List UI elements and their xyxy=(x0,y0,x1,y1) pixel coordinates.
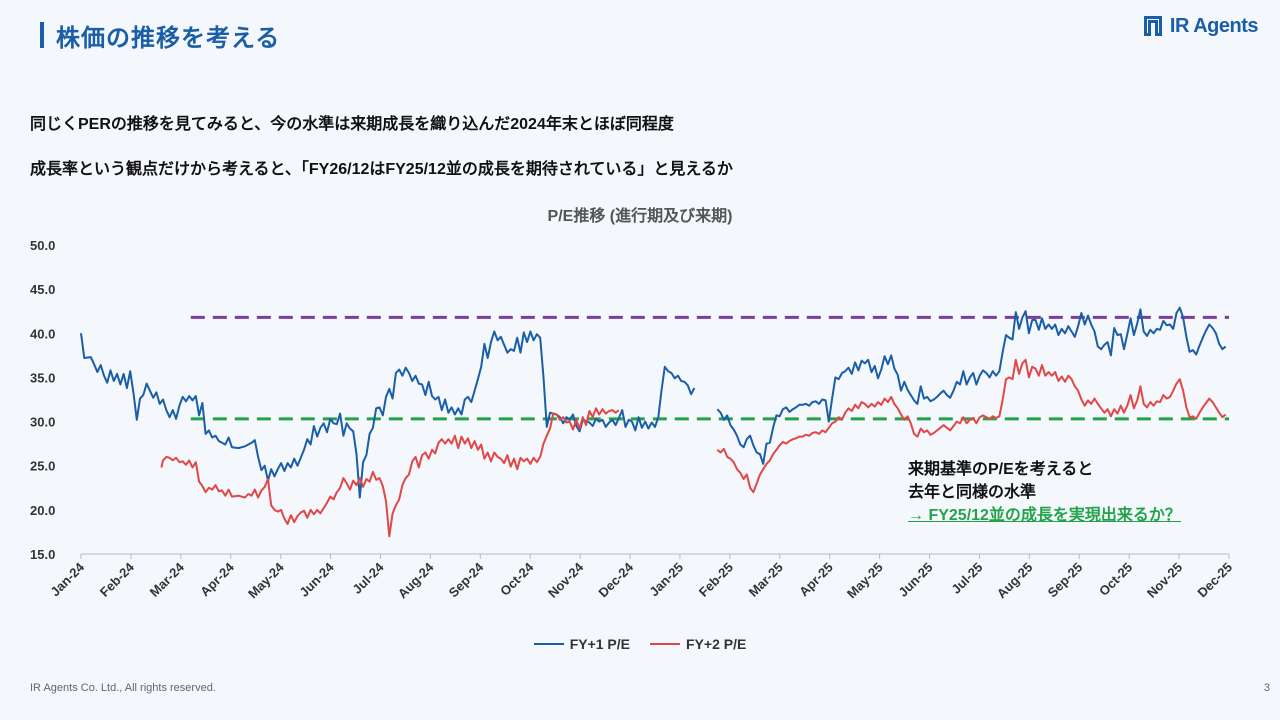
annotation-line-1: 来期基準のP/Eを考えると xyxy=(908,461,1094,478)
fy1-line-segment-2 xyxy=(716,306,1227,465)
chart-legend: FY+1 P/E FY+2 P/E xyxy=(0,636,1280,652)
y-tick-label: 35.0 xyxy=(30,370,55,385)
legend-item-fy2: FY+2 P/E xyxy=(650,636,746,652)
x-tick-label: Dec-25 xyxy=(1194,560,1235,601)
x-tick-label: Feb-25 xyxy=(696,560,736,600)
x-tick-label: Oct-24 xyxy=(497,559,537,599)
y-tick-label: 40.0 xyxy=(30,326,55,341)
fy2-line-segment-1 xyxy=(160,407,620,538)
fy2-line-segment-2 xyxy=(716,358,1227,494)
x-tick-label: Nov-24 xyxy=(545,559,587,601)
x-tick-label: Dec-24 xyxy=(595,559,636,600)
x-tick-label: Jul-25 xyxy=(948,560,985,597)
x-tick-label: Sep-25 xyxy=(1045,560,1086,601)
logo-text: IR Agents xyxy=(1169,14,1259,37)
chart-title: P/E推移 (進行期及び来期) xyxy=(547,208,733,225)
y-tick-label: 30.0 xyxy=(30,415,55,430)
annotation: 来期基準のP/Eを考えると 去年と同様の水準 → FY25/12並の成長を実現出… xyxy=(908,458,1181,527)
legend-swatch-fy2 xyxy=(650,643,680,645)
x-tick-label: Feb-24 xyxy=(97,559,138,600)
y-tick-label: 45.0 xyxy=(30,282,55,297)
logo: IR Agents xyxy=(1142,14,1259,38)
x-tick-label: Jun-25 xyxy=(895,560,935,600)
x-tick-label: Mar-25 xyxy=(746,560,786,600)
annotation-line-3: → FY25/12並の成長を実現出来るか？ xyxy=(908,507,1181,524)
x-tick-label: Sep-24 xyxy=(446,559,487,600)
x-tick-label: Apr-25 xyxy=(796,560,836,600)
page-title: 株価の推移を考える xyxy=(56,25,281,52)
legend-label-fy1: FY+1 P/E xyxy=(569,636,630,652)
y-tick-label: 25.0 xyxy=(30,459,55,474)
y-tick-label: 15.0 xyxy=(30,547,55,562)
page-number: 3 xyxy=(1263,682,1270,694)
x-tick-label: Apr-24 xyxy=(197,559,237,599)
legend-label-fy2: FY+2 P/E xyxy=(686,636,747,652)
x-tick-label: Aug-25 xyxy=(994,560,1036,602)
x-tick-label: May-24 xyxy=(245,559,287,601)
title-accent-bar xyxy=(40,22,44,48)
body-line-1: 同じくPERの推移を見てみると、今の水準は来期成長を織り込んだ2024年末とほぼ… xyxy=(30,116,674,133)
legend-item-fy1: FY+1 P/E xyxy=(533,636,630,652)
x-tick-label: Jan-25 xyxy=(646,560,686,600)
legend-swatch-fy1 xyxy=(533,643,564,645)
y-tick-label: 20.0 xyxy=(30,503,55,518)
x-tick-label: Jan-24 xyxy=(47,559,87,599)
ir-agents-logo-icon xyxy=(1143,16,1162,36)
x-tick-label: May-25 xyxy=(844,560,886,602)
x-tick-label: Nov-25 xyxy=(1144,560,1185,601)
x-tick-label: Jul-24 xyxy=(349,559,387,597)
body-line-2: 成長率という観点だけから考えると、「FY26/12はFY25/12並の成長を期待… xyxy=(30,161,733,178)
copyright-footer: IR Agents Co. Ltd., All rights reserved. xyxy=(30,682,216,694)
x-tick-label: Aug-24 xyxy=(395,559,437,601)
annotation-line-2: 去年と同様の水準 xyxy=(908,484,1037,501)
y-tick-label: 50.0 xyxy=(30,238,55,253)
x-tick-label: Mar-24 xyxy=(147,559,188,600)
fy1-line-segment-1 xyxy=(80,330,696,499)
x-tick-label: Jun-24 xyxy=(296,559,337,600)
x-tick-label: Oct-25 xyxy=(1096,560,1135,599)
